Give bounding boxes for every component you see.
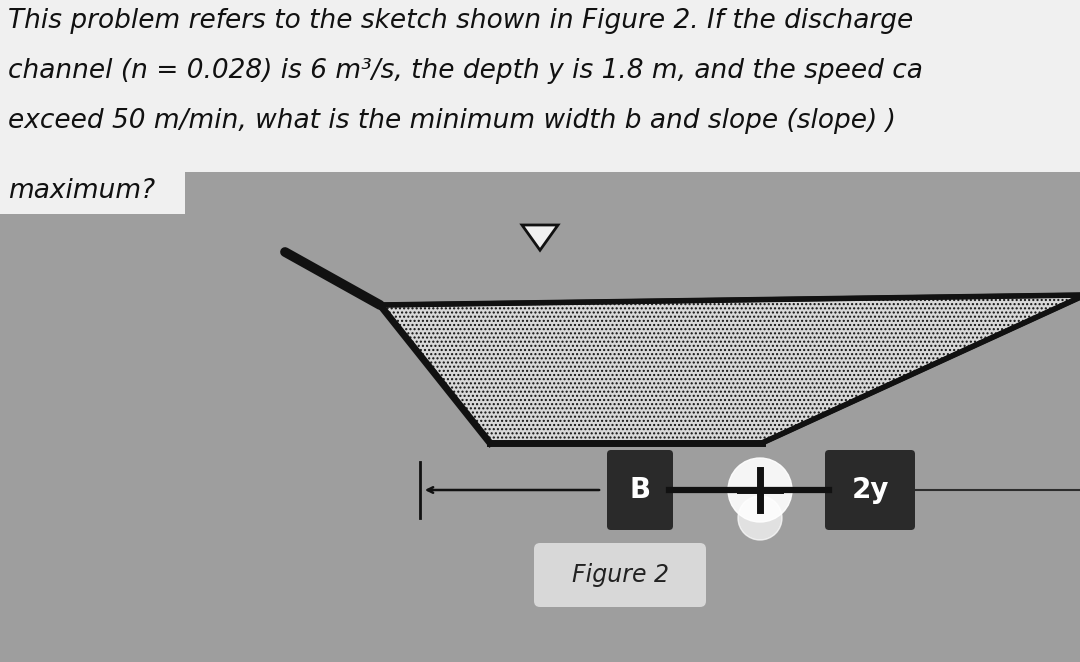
Circle shape	[738, 496, 782, 540]
Text: channel (n = 0.028) is 6 m³/s, the depth y is 1.8 m, and the speed ca: channel (n = 0.028) is 6 m³/s, the depth…	[8, 58, 923, 84]
Polygon shape	[380, 295, 1080, 443]
Text: 2y: 2y	[851, 476, 889, 504]
Polygon shape	[522, 225, 558, 250]
Text: exceed 50 m/min, what is the minimum width b and slope (slope) ): exceed 50 m/min, what is the minimum wid…	[8, 108, 896, 134]
Text: B: B	[630, 476, 650, 504]
Text: Figure 2: Figure 2	[571, 563, 669, 587]
Text: maximum?: maximum?	[8, 178, 156, 204]
FancyBboxPatch shape	[825, 450, 915, 530]
Circle shape	[728, 458, 792, 522]
Text: This problem refers to the sketch shown in Figure 2. If the discharge: This problem refers to the sketch shown …	[8, 8, 914, 34]
FancyBboxPatch shape	[534, 543, 706, 607]
FancyBboxPatch shape	[0, 0, 1080, 172]
FancyBboxPatch shape	[607, 450, 673, 530]
FancyBboxPatch shape	[0, 172, 185, 214]
